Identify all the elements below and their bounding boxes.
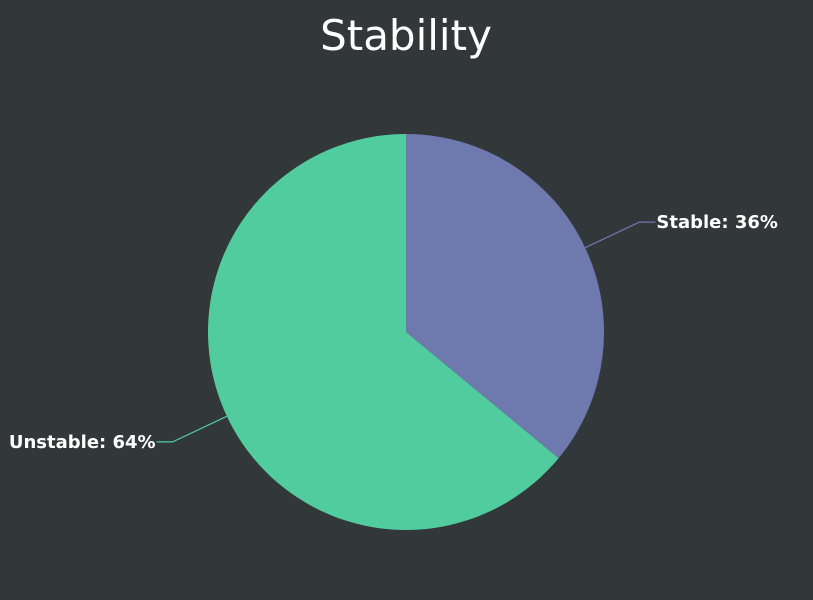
data-label-unstable: Unstable: 64% <box>9 432 156 453</box>
leader-line-unstable <box>157 416 227 442</box>
leader-line-stable <box>585 222 655 248</box>
chart-title: Stability <box>320 11 492 60</box>
pie-slices <box>208 134 604 530</box>
data-label-stable: Stable: 36% <box>656 212 778 233</box>
